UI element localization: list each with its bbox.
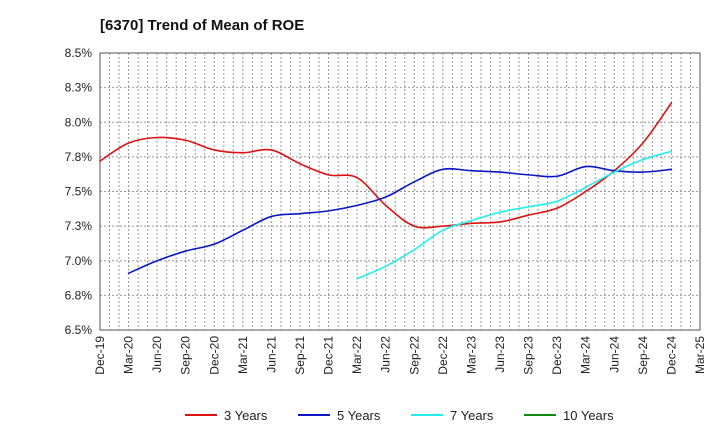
series-line-3-years [99,102,673,229]
x-tick-label: Sep-22 [407,336,421,375]
x-tick-label: Dec-19 [93,336,107,375]
legend-label-10-years: 10 Years [563,408,614,423]
x-tick-label: Dec-23 [550,336,564,375]
series-line-7-years [356,150,673,280]
chart-title: [6370] Trend of Mean of ROE [100,17,304,34]
plot-frame [99,52,701,331]
x-tick-label: Jun-21 [264,336,278,373]
x-tick-label: Sep-24 [636,336,650,375]
x-tick-label: Jun-23 [493,336,507,373]
series-line-5-years [127,165,673,275]
y-tick-label: 8.0% [65,115,93,129]
x-tick-label: Dec-24 [664,336,678,375]
x-tick-label: Mar-23 [464,336,478,374]
legend-label-7-years: 7 Years [450,408,494,423]
y-tick-label: 6.5% [65,323,93,337]
x-tick-label: Mar-21 [236,336,250,374]
x-tick-label: Mar-22 [350,336,364,374]
grid-lines [100,53,700,330]
x-tick-label: Sep-23 [522,336,536,375]
y-tick-label: 7.3% [65,219,93,233]
x-tick-label: Mar-20 [122,336,136,374]
x-tick-label: Sep-20 [179,336,193,375]
legend-label-5-years: 5 Years [337,408,381,423]
legend: 3 Years 5 Years 7 Years 10 Years [185,408,614,423]
legend-label-3-years: 3 Years [224,408,268,423]
x-tick-label: Mar-24 [579,336,593,374]
y-tick-label: 6.8% [65,288,93,302]
y-axis-ticks: 6.5% 6.8% 7.0% 7.3% 7.5% 7.8% 8.0% 8.3% 8.5% [65,46,93,337]
y-tick-label: 7.5% [65,185,93,199]
x-axis-ticks: Dec-19 Mar-20 Jun-20 Sep-20 Dec-20 Mar-21 Jun-… [93,336,707,375]
x-tick-label: Jun-22 [379,336,393,373]
y-tick-label: 7.8% [65,150,93,164]
y-tick-label: 7.0% [65,254,93,268]
y-tick-label: 8.5% [65,46,93,60]
series-lines [99,102,673,280]
x-tick-label: Dec-20 [207,336,221,375]
x-tick-label: Jun-24 [607,336,621,373]
x-tick-label: Sep-21 [293,336,307,375]
y-tick-label: 8.3% [65,81,93,95]
x-tick-label: Jun-20 [150,336,164,373]
x-tick-label: Dec-22 [436,336,450,375]
x-tick-label: Mar-25 [693,336,707,374]
x-tick-label: Dec-21 [322,336,336,375]
